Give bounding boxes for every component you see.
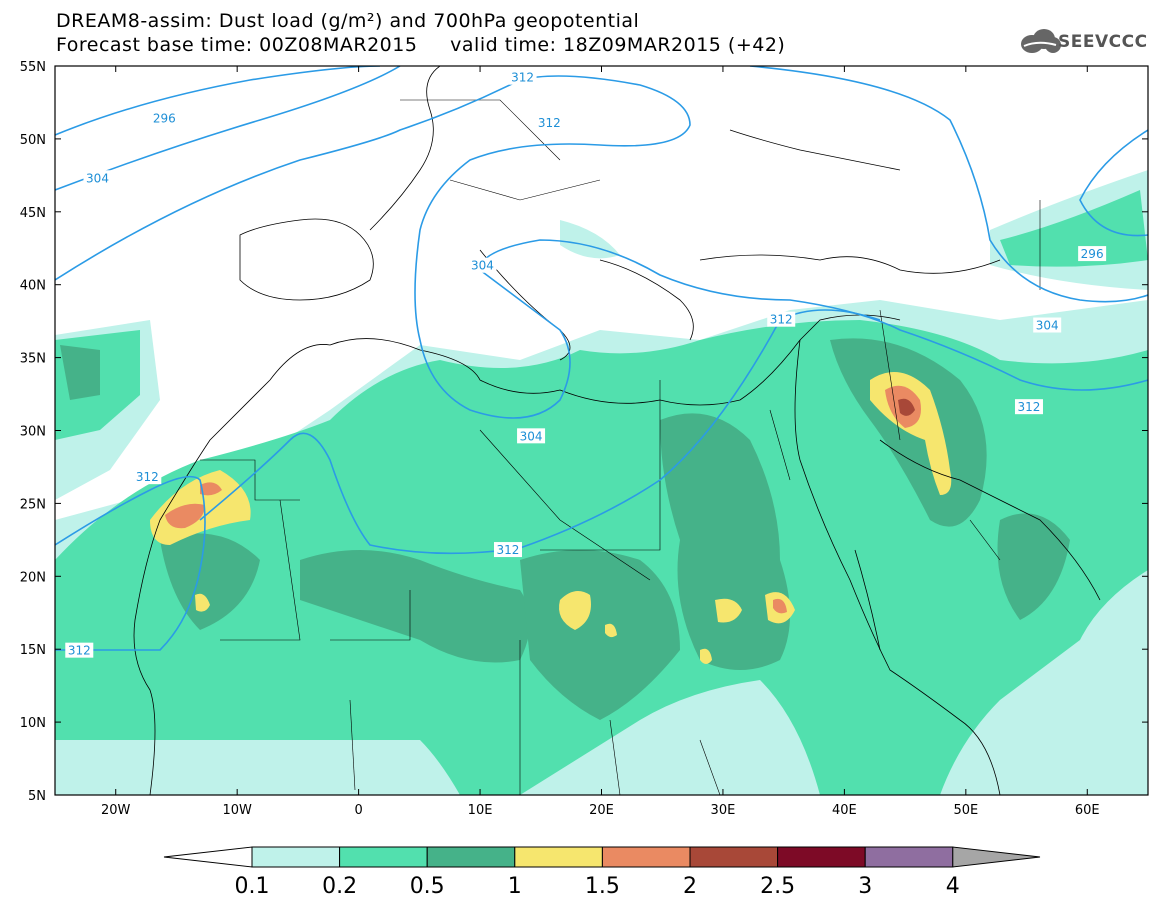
colorbar-min-arrow [163,846,253,868]
lon-tick-label: 40E [832,803,857,818]
colorbar-label: 0.1 [235,874,270,899]
colorbar-swatch [339,846,428,868]
seevccc-logo-icon [1021,29,1061,53]
logo-text: SEEVCCC [1058,32,1148,52]
contour-label: 312 [770,313,793,327]
colorbar-label: 0.5 [410,874,445,899]
lat-tick-label: 20N [20,570,46,585]
colorbar-swatch [689,846,779,868]
lat-tick-label: 50N [20,133,46,148]
colorbar-label: 4 [946,874,960,899]
colorbar-swatch [777,846,866,868]
lat-tick-label: 30N [20,425,46,440]
contour-label: 296 [1081,247,1104,261]
longitude-axis: 20W 10W 0 10E 20E 30E 40E 50E 60E [101,66,1100,818]
lon-tick-label: 0 [354,803,362,818]
colorbar-swatch [426,846,516,868]
colorbar-label: 0.2 [322,874,357,899]
colorbar-label: 3 [858,874,872,899]
colorbar-swatch [514,846,603,868]
lon-tick-label: 10E [468,803,493,818]
colorbar: 0.1 0.2 0.5 1 1.5 2 2.5 3 4 [163,846,1041,899]
lon-tick-label: 20W [101,803,131,818]
contour-label: 312 [538,116,561,130]
contour-label: 312 [68,644,91,658]
colorbar-label: 1 [508,874,522,899]
latitude-axis: 55N 50N 45N 40N 35N 30N 25N 20N 15N 10N 5N [20,60,1148,804]
contour-label-bg [767,311,796,327]
country-borders [200,99,1041,795]
contour-label-bg [1014,399,1043,415]
contour-label-bg [1078,246,1107,262]
lon-tick-label: 30E [711,803,736,818]
contour-label: 304 [86,171,109,185]
contour-label: 304 [1036,319,1059,333]
lat-tick-label: 10N [20,716,46,731]
lon-tick-label: 20E [589,803,614,818]
contour-label: 304 [471,259,494,273]
lat-tick-label: 40N [20,279,46,294]
contour-label: 312 [511,71,534,85]
contour-label-bg [83,170,112,186]
dust-shading-brown [898,398,915,416]
contour-label: 312 [136,470,159,484]
colorbar-label: 2 [683,874,697,899]
lat-tick-label: 55N [20,60,46,75]
lon-tick-label: 10W [222,803,252,818]
contour-label-bg [493,542,522,558]
colorbar-label: 2.5 [760,874,795,899]
contour-label: 312 [1018,400,1041,414]
colorbar-swatch [601,846,691,868]
lat-tick-label: 5N [28,789,46,804]
contour-label-bg [468,257,497,273]
contour-label: 312 [497,543,520,557]
contour-label-bg [150,110,179,126]
lat-tick-label: 35N [20,352,46,367]
contour-label-group: 296 304 312 312 304 304 312 312 312 312 296 304 312 [65,69,1107,658]
contour-label: 304 [520,429,543,443]
contour-label-bg [508,69,537,85]
lon-tick-label: 50E [953,803,978,818]
contour-label: 296 [153,111,176,125]
lat-tick-label: 25N [20,497,46,512]
colorbar-max-arrow [952,846,1041,868]
colorbar-swatch [251,846,341,868]
title-line-1: DREAM8-assim: Dust load (g/m²) and 700hP… [56,10,640,32]
contour-label-bg [65,642,94,658]
lon-tick-label: 60E [1075,803,1100,818]
colorbar-swatch [864,846,954,868]
contour-label-bg [535,114,564,130]
title-line-2: Forecast base time: 00Z08MAR2015 valid t… [56,34,786,56]
contour-label-bg [1033,317,1062,333]
lat-tick-label: 45N [20,206,46,221]
contour-label-bg [133,469,162,485]
lat-tick-label: 15N [20,643,46,658]
colorbar-label: 1.5 [585,874,620,899]
map-plot-area: 296 304 312 312 304 304 312 312 312 312 296 304 312 [55,66,1148,795]
contour-label-bg [517,428,546,444]
